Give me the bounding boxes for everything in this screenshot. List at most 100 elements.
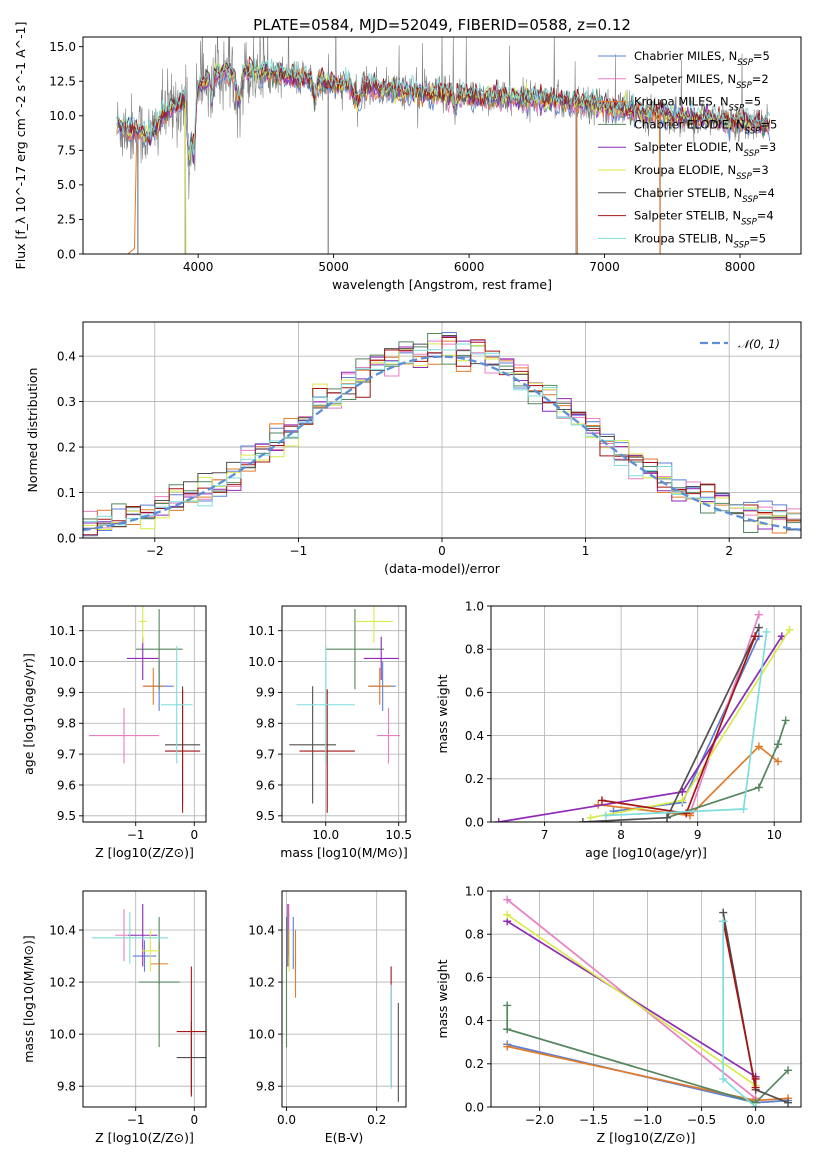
residual-histogram-panel: −2 −1 0 1 2 0.0 0.1 0.2 0.3 0.4 (data-model)/error…	[25, 321, 802, 576]
y-tick-label: 9.7	[57, 747, 76, 761]
y-tick-label: 9.9	[57, 686, 76, 700]
x-tick-label: 0	[438, 544, 446, 558]
y-tick-label: 0.8	[465, 928, 484, 942]
y-tick-label: 0.8	[465, 643, 484, 657]
errorbar-salpeter-elodie	[363, 636, 399, 681]
y-tick-label: 10.0	[49, 655, 76, 669]
series-point-marker	[719, 908, 728, 917]
legend-nssp: =4	[757, 209, 774, 223]
legend-nssp: =5	[749, 231, 766, 245]
axes-frame	[281, 890, 407, 1108]
series-point-marker	[503, 895, 512, 904]
series-point-marker	[503, 1025, 512, 1034]
series-chabrier-elodie	[503, 1001, 793, 1107]
y-tick-label: 0.0	[465, 815, 484, 829]
x-tick-label: −1	[290, 544, 308, 558]
x-tick-label: 0.2	[367, 1113, 386, 1127]
series-point-marker	[494, 818, 503, 822]
series-point-marker	[784, 1098, 793, 1107]
series-line	[598, 745, 779, 817]
errorbar-chabrier-stelib	[289, 686, 336, 804]
x-tick-label: 8	[617, 828, 625, 842]
series-point-marker	[754, 610, 763, 619]
legend-nssp: =4	[758, 186, 775, 200]
series-salpeter-elodie	[494, 632, 786, 822]
y-tick-label: 9.9	[256, 686, 275, 700]
y-tick-label: 0.2	[465, 1057, 484, 1071]
errorbar-salpeter-elodie	[128, 904, 158, 967]
y-tick-label: 10.4	[49, 923, 76, 937]
series-point-marker	[751, 632, 760, 641]
legend-nssp: =3	[759, 140, 776, 154]
x-tick-label: 4000	[183, 260, 214, 274]
series-point-marker	[739, 805, 748, 814]
y-axis-label: Normed distribution	[25, 368, 40, 493]
series-chabrier-stelib	[578, 623, 763, 822]
x-tick-label: 0.0	[746, 1113, 765, 1127]
series-line	[601, 635, 756, 815]
x-axis-label: age [log10(age/yr)]	[585, 845, 707, 860]
axes-frame	[82, 890, 207, 1108]
x-tick-label: 0	[190, 1113, 198, 1127]
series-chabrier-miles	[609, 632, 763, 816]
series-line	[666, 720, 787, 819]
y-tick-label: 9.8	[256, 1079, 275, 1093]
series-point-marker	[751, 1083, 760, 1092]
legend-nssp: =5	[760, 117, 777, 131]
series-salpeter-elodie	[503, 917, 760, 1081]
y-tick-label: 9.8	[256, 717, 275, 731]
series-point-marker	[503, 1042, 512, 1051]
series-point-marker	[781, 716, 790, 725]
y-tick-label: 0.4	[57, 349, 76, 363]
x-tick-label: 2	[725, 544, 733, 558]
errorbar-chabrier-miles	[132, 940, 157, 972]
y-tick-label: 10.4	[248, 923, 275, 937]
x-axis-label: (data-model)/error	[384, 561, 501, 576]
series-kroupa-elodie	[586, 625, 794, 822]
plot-area	[285, 904, 399, 1102]
x-axis-label: mass [log10(M/M⊙)]	[280, 845, 408, 860]
x-axis-label: Z [log10(Z/Z⊙)]	[597, 1130, 696, 1145]
x-tick-label: 10	[767, 828, 782, 842]
histogram-salpeter-stelib-series	[83, 337, 801, 536]
mass-vs-extinction-panel: 0.0 0.2 9.8 10.0 10.2 10.4 E(B-V)	[248, 890, 407, 1145]
series-kroupa-elodie	[503, 910, 760, 1090]
plot-area	[91, 904, 206, 1097]
y-tick-label: 15.0	[49, 40, 76, 54]
y-tick-label: 0.2	[57, 440, 76, 454]
series-point-marker	[682, 809, 691, 818]
y-tick-label: 0.0	[465, 1100, 484, 1114]
errorbar-salpeter-stelib	[165, 689, 201, 813]
series-point-marker	[678, 796, 687, 805]
grid	[282, 891, 406, 1107]
axes-frame	[490, 605, 802, 823]
y-tick-label: 2.5	[57, 213, 76, 227]
y-tick-label: 9.6	[256, 778, 275, 792]
y-tick-label: 10.1	[49, 624, 76, 638]
errorbar-kroupa-elodie	[354, 606, 393, 644]
series-point-marker	[601, 811, 610, 820]
x-tick-label: 5000	[318, 260, 349, 274]
y-tick-label: 12.5	[49, 75, 76, 89]
series-point-marker	[578, 818, 587, 822]
mass-vs-metallicity-panel: −1 0 9.8 10.0 10.2 10.4 Z [log10(Z/Z⊙)] mass [l…	[21, 890, 207, 1145]
legend-nssp: =5	[753, 49, 770, 63]
y-tick-label: 9.7	[256, 747, 275, 761]
errorbar-salpeter-stelib	[176, 966, 206, 1097]
histogram-chabrier-stelib-series	[83, 334, 801, 531]
y-tick-label: 1.0	[465, 599, 484, 613]
y-tick-label: 1.0	[465, 884, 484, 898]
x-tick-label: 10.0	[312, 828, 339, 842]
y-tick-label: 0.0	[57, 531, 76, 545]
model-edge-line	[184, 101, 187, 254]
x-axis-label: E(B-V)	[325, 1130, 364, 1145]
y-tick-label: 0.6	[465, 971, 484, 985]
series-line	[506, 920, 757, 1078]
series-kroupa-stelib	[719, 917, 760, 1107]
errorbar-kroupa-elodie	[138, 606, 147, 644]
series-kroupa-stelib	[601, 627, 771, 820]
y-axis-label: Flux [f_λ 10^-17 erg cm^-2 s^-1 A^-1]	[13, 22, 28, 270]
series-salpeter-stelib	[597, 632, 760, 818]
legend-label-chabrier-miles: Chabrier MILES, NSSP=5	[634, 49, 770, 68]
